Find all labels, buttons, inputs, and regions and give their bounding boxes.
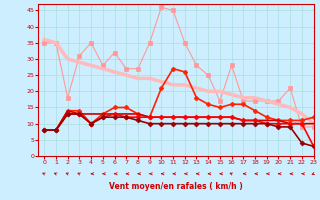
X-axis label: Vent moyen/en rafales ( km/h ): Vent moyen/en rafales ( km/h ) xyxy=(109,182,243,191)
